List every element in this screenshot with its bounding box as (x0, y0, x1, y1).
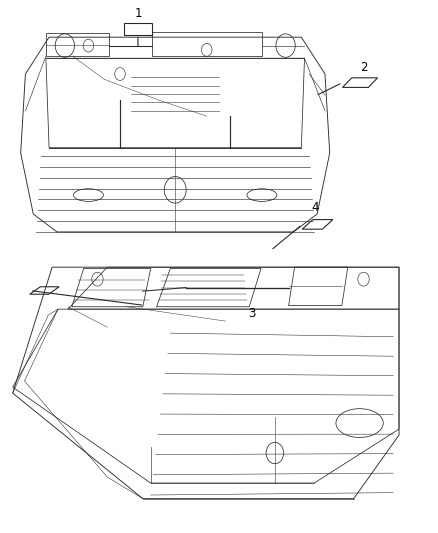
Text: 2: 2 (360, 61, 367, 74)
Text: 1: 1 (134, 7, 142, 20)
Text: 4: 4 (311, 201, 319, 214)
Text: 3: 3 (248, 307, 255, 320)
